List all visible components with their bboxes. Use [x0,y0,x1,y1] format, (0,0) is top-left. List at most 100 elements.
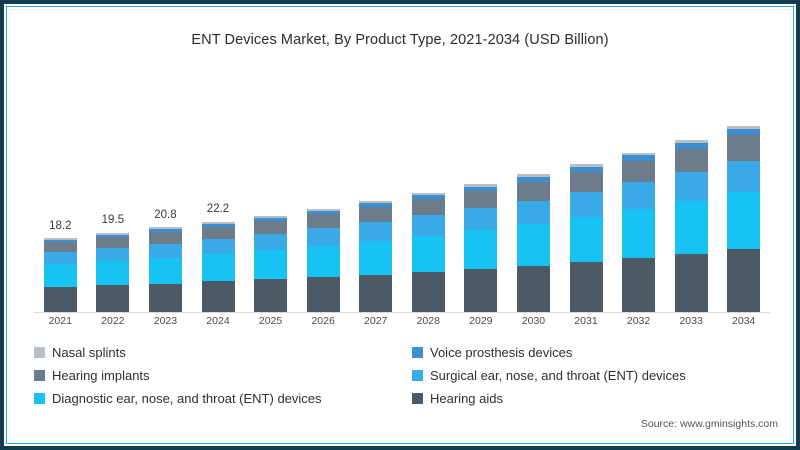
x-axis-line [34,312,770,313]
stacked-bar [148,227,182,312]
bar-segment [411,195,445,200]
stacked-bar [43,237,77,312]
legend-item[interactable]: Hearing implants [34,364,322,387]
bar-value-label: 19.5 [101,214,125,227]
bar-segment [43,242,77,252]
bar-segment [727,128,761,136]
bar-segment [306,210,340,215]
bar-segment [569,163,603,167]
bar-segment [464,184,498,187]
bar-segment [569,166,603,172]
bar-segment [674,201,708,254]
stacked-bar [516,174,550,312]
bar-segment [727,249,761,312]
bar-segment [411,271,445,312]
bar-segment [96,285,130,312]
bar-segment [201,281,235,312]
legend-swatch-icon [412,393,423,404]
x-tick-2021: 2021 [48,315,72,327]
x-tick-2023: 2023 [153,315,178,327]
bar-segment [148,257,182,284]
bar-segment [464,268,498,312]
bar-segment [622,155,656,161]
bar-segment [148,227,182,230]
bar-segment [569,191,603,217]
bar-segment [359,203,393,208]
bar-segment [96,234,130,238]
x-tick-2033: 2033 [679,315,703,327]
bar-segment [254,215,288,218]
legend-item[interactable]: Diagnostic ear, nose, and throat (ENT) d… [34,387,322,410]
bar-segment [306,245,340,277]
legend-swatch-icon [34,370,45,381]
legend-item-label: Surgical ear, nose, and throat (ENT) dev… [430,368,686,383]
bar-segment [148,243,182,258]
legend-item-label: Nasal splints [52,345,126,360]
x-tick-2027: 2027 [364,315,388,327]
bar-segment [516,265,550,312]
legend-item-label: Hearing aids [430,391,503,406]
stacked-bar [727,126,761,312]
bar-segment [674,142,708,149]
x-tick-2029: 2029 [469,315,493,327]
legend-item[interactable]: Hearing aids [412,387,686,410]
bar-segment [306,208,340,211]
legend-item-label: Voice prosthesis devices [430,345,573,360]
bar-segment [569,261,603,312]
bar-segment [254,220,288,234]
bar-segment [516,177,550,182]
bar-segment [411,193,445,196]
bar-segment [622,182,656,210]
plot-area: 18.2 19.5 20.8 22.2 [34,72,770,312]
legend-item[interactable]: Voice prosthesis devices [412,341,686,364]
bar-segment [622,152,656,156]
bar-segment [674,253,708,312]
x-tick-2031: 2031 [574,315,598,327]
bar-segment [622,258,656,312]
legend-item[interactable]: Nasal splints [34,341,322,364]
bar-segment [411,199,445,216]
legend-item-label: Hearing implants [52,368,150,383]
bar-segment [727,135,761,161]
bar-segment [306,214,340,229]
bar-segment [96,237,130,248]
bar-segment [254,233,288,251]
bar-segment [359,240,393,275]
bar-segment [43,251,77,265]
bar-segment [43,239,77,243]
stacked-bar [306,208,340,312]
bar-segment [359,274,393,312]
bar-segment [306,228,340,246]
legend-swatch-icon [412,370,423,381]
bar-value-label: 20.8 [154,209,177,222]
bar-segment [569,216,603,262]
x-tick-2024: 2024 [206,315,230,327]
legend-item-label: Diagnostic ear, nose, and throat (ENT) d… [52,391,322,406]
legend-swatch-icon [34,347,45,358]
x-tick-2030: 2030 [521,315,546,327]
bar-segment [516,200,550,224]
bar-segment [201,221,235,224]
bar-segment [674,139,708,143]
bar-segment [727,126,761,129]
legend-swatch-icon [34,393,45,404]
stacked-bar [359,201,393,312]
bar-segment [43,264,77,287]
bar-segment [569,171,603,192]
bar-segment [43,286,77,312]
chart-title: ENT Devices Market, By Product Type, 202… [191,32,609,48]
source-attribution: Source: www.gminsights.com [640,418,778,430]
bar-segment [359,201,393,204]
bar-segment [622,160,656,183]
bar-segment [201,223,235,227]
bar-segment [464,229,498,269]
legend-swatch-icon [412,347,423,358]
legend-item[interactable]: Surgical ear, nose, and throat (ENT) dev… [412,364,686,387]
chart-legend: Nasal splints Hearing implants Diagnostic … [34,341,774,411]
stacked-bar [96,232,130,312]
stacked-bar [464,184,498,312]
legend-column-right: Voice prosthesis devices Surgical ear, no… [412,341,686,410]
bar-segment [411,215,445,236]
stacked-bar [674,139,708,312]
